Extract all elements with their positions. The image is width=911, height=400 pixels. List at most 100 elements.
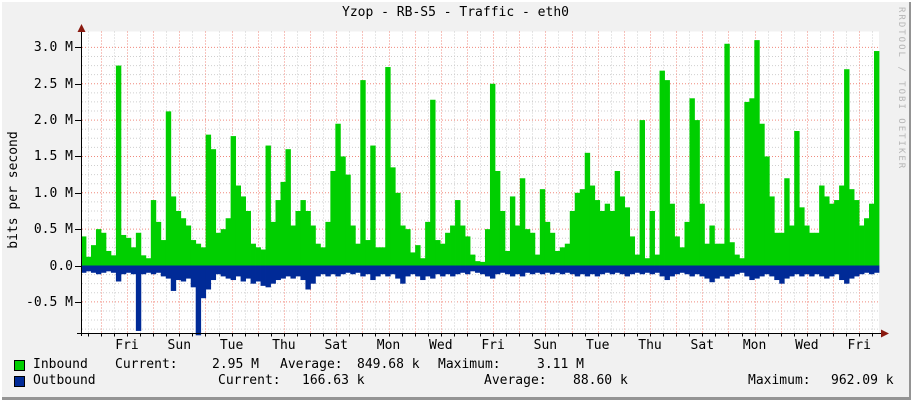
inbound-area-bar — [270, 221, 276, 266]
inbound-area-bar — [789, 225, 795, 266]
outbound-area-bar — [150, 265, 157, 275]
inbound-area-bar — [764, 156, 770, 266]
outbound-area-bar — [200, 265, 207, 299]
inbound-area-bar — [90, 245, 97, 266]
inbound-area-bar — [81, 236, 87, 266]
inbound-area-bar — [385, 67, 391, 266]
x-tick-label: Sat — [690, 338, 715, 353]
outbound-area-bar — [534, 265, 541, 273]
inbound-area-bar — [844, 69, 850, 266]
inbound-area-bar — [499, 210, 506, 266]
inbound-area-bar — [355, 243, 361, 266]
inbound-area-bar — [609, 210, 616, 266]
outbound-area-bar — [739, 265, 745, 273]
outbound-area-bar — [554, 265, 561, 273]
inbound-area-bar — [395, 192, 401, 266]
outbound-area-bar — [829, 265, 835, 277]
outbound-area-bar — [230, 265, 237, 281]
x-tick-label: Thu — [638, 338, 662, 353]
inbound-area-bar — [719, 243, 725, 266]
outbound-area-bar — [854, 265, 860, 277]
outbound-area-bar — [340, 265, 346, 275]
inbound-area-bar — [749, 98, 755, 266]
inbound-area-bar — [350, 225, 356, 266]
inbound-area-bar — [375, 247, 381, 266]
inbound-area-bar — [699, 203, 705, 266]
inbound-area-bar — [669, 203, 675, 266]
outbound-area-bar — [210, 265, 217, 281]
outbound-area-bar — [240, 265, 246, 282]
inbound-area-bar — [460, 225, 466, 266]
inbound-area-bar — [804, 225, 810, 266]
outbound-area-bar — [135, 265, 142, 331]
outbound-area-bar — [709, 265, 715, 283]
inbound-area-bar — [689, 98, 695, 266]
inbound-label: Inbound — [33, 357, 88, 372]
outbound-area-bar — [809, 265, 815, 277]
outbound-area-bar — [295, 265, 301, 277]
outbound-area-bar — [484, 265, 491, 277]
inbound-area-bar — [634, 254, 640, 266]
inbound-area-bar — [120, 234, 127, 266]
outbound-area-bar — [455, 265, 461, 275]
inbound-area-bar — [365, 240, 371, 266]
inbound-area-bar — [839, 185, 845, 266]
outbound-area-bar — [609, 265, 616, 275]
x-tick-label: Fri — [847, 338, 871, 353]
outbound-area-bar — [524, 265, 531, 273]
outbound-area-bar — [140, 265, 147, 275]
inbound-area-bar — [519, 178, 526, 266]
outbound-area-bar — [235, 265, 241, 277]
outbound-area-bar — [280, 265, 286, 279]
outbound-area-bar — [315, 265, 321, 277]
outbound-area-bar — [110, 265, 117, 273]
inbound-area-bar — [320, 247, 326, 266]
x-tick-label: Fri — [481, 338, 505, 353]
outbound-area-bar — [844, 265, 850, 284]
inbound-area-bar — [290, 225, 296, 266]
inbound-area-bar — [484, 229, 491, 266]
outbound-area-bar — [869, 265, 875, 275]
inbound-average-value: 849.68 k — [357, 357, 420, 372]
inbound-area-bar — [160, 240, 167, 266]
inbound-area-bar — [450, 225, 456, 266]
outbound-area-bar — [440, 265, 446, 277]
outbound-area-bar — [380, 265, 386, 275]
inbound-area-bar — [639, 120, 645, 266]
inbound-area-bar — [869, 203, 875, 266]
y-tick-label: 3.0 M — [33, 40, 73, 56]
inbound-area-bar — [564, 243, 571, 266]
inbound-area-bar — [799, 207, 805, 266]
inbound-area-bar — [420, 258, 426, 266]
inbound-area-bar — [315, 243, 321, 266]
inbound-area-bar — [714, 243, 720, 266]
inbound-maximum-label: Maximum: — [438, 357, 501, 372]
outbound-area-bar — [684, 265, 690, 275]
outbound-area-bar — [465, 265, 471, 275]
outbound-area-bar — [584, 265, 591, 277]
outbound-area-bar — [489, 265, 496, 279]
inbound-area-bar — [150, 200, 157, 266]
outbound-area-bar — [345, 265, 351, 273]
outbound-area-bar — [729, 265, 735, 277]
outbound-area-bar — [504, 265, 511, 275]
inbound-area-bar — [245, 210, 251, 266]
inbound-average-label: Average: — [280, 357, 343, 372]
inbound-area-bar — [574, 192, 581, 266]
inbound-area-bar — [729, 242, 735, 266]
inbound-area-bar — [275, 200, 281, 266]
inbound-area-bar — [529, 232, 536, 266]
outbound-area-bar — [85, 265, 92, 272]
inbound-area-bar — [544, 221, 551, 266]
inbound-current-label: Current: — [115, 357, 178, 372]
outbound-area-bar — [639, 265, 645, 275]
outbound-label: Outbound — [33, 373, 96, 388]
y-tick-label: 2.0 M — [33, 113, 73, 129]
outbound-area-bar — [789, 265, 795, 277]
inbound-area-bar — [494, 170, 501, 266]
inbound-area-bar — [604, 203, 611, 266]
outbound-area-bar — [385, 265, 391, 277]
outbound-area-bar — [205, 265, 212, 290]
outbound-area-bar — [265, 265, 271, 288]
